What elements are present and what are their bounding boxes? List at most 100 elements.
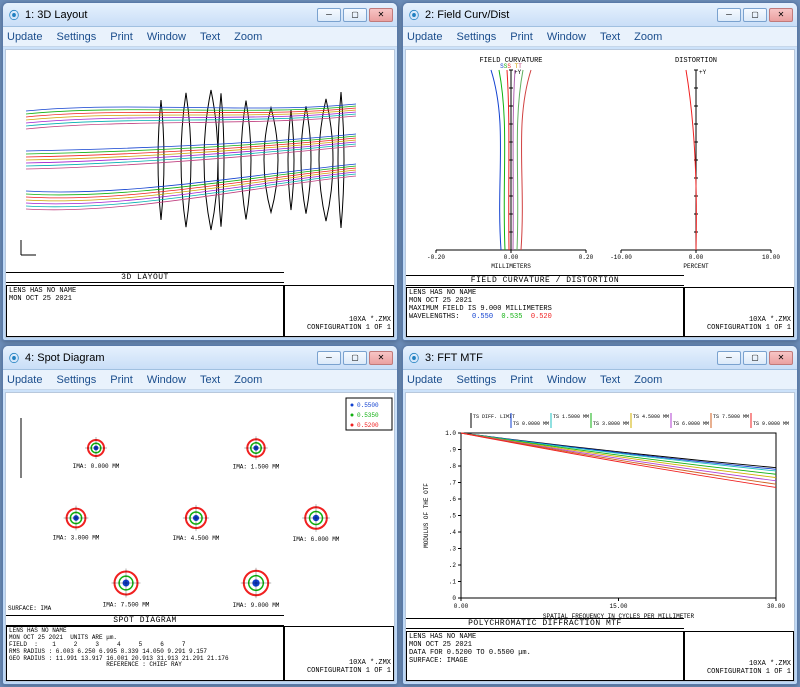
- footer-right: 10XA *.ZMX CONFIGURATION 1 OF 1: [684, 287, 794, 337]
- maximize-button[interactable]: ▢: [743, 8, 767, 22]
- minimize-button[interactable]: ─: [717, 8, 741, 22]
- window-controls: ─ ▢ ✕: [317, 351, 393, 365]
- menu-window[interactable]: Window: [147, 374, 186, 386]
- menu-text[interactable]: Text: [600, 31, 620, 43]
- close-button[interactable]: ✕: [769, 8, 793, 22]
- menubar: Update Settings Print Window Text Zoom: [403, 370, 797, 390]
- titlebar[interactable]: ⦿ 4: Spot Diagram ─ ▢ ✕: [3, 346, 397, 370]
- window-controls: ─ ▢ ✕: [717, 8, 793, 22]
- plot-3d-layout: 3D LAYOUT LENS HAS NO NAME MON OCT 25 20…: [5, 49, 395, 338]
- window-fft-mtf: ⦿ 3: FFT MTF ─ ▢ ✕ Update Settings Print…: [402, 345, 798, 685]
- menu-window[interactable]: Window: [547, 31, 586, 43]
- menu-update[interactable]: Update: [7, 31, 42, 43]
- window-title: 1: 3D Layout: [25, 9, 313, 21]
- section-title: POLYCHROMATIC DIFFRACTION MTF: [406, 618, 684, 629]
- svg-text:.9: .9: [449, 447, 457, 454]
- maximize-button[interactable]: ▢: [743, 351, 767, 365]
- svg-text:1.0: 1.0: [445, 430, 456, 437]
- menu-text[interactable]: Text: [200, 374, 220, 386]
- svg-text:TS 1.5000 MM: TS 1.5000 MM: [553, 414, 589, 420]
- menu-text[interactable]: Text: [200, 31, 220, 43]
- menubar: Update Settings Print Window Text Zoom: [403, 27, 797, 47]
- svg-text:MODULUS OF THE OTF: MODULUS OF THE OTF: [423, 483, 430, 548]
- window-controls: ─ ▢ ✕: [717, 351, 793, 365]
- footer-right: 10XA *.ZMX CONFIGURATION 1 OF 1: [284, 285, 394, 337]
- svg-text:.8: .8: [449, 463, 457, 470]
- svg-text:IMA: 3.000 MM: IMA: 3.000 MM: [53, 534, 100, 541]
- titlebar[interactable]: ⦿ 1: 3D Layout ─ ▢ ✕: [3, 3, 397, 27]
- menubar: Update Settings Print Window Text Zoom: [3, 370, 397, 390]
- svg-text:0.00: 0.00: [454, 603, 469, 610]
- svg-text:TS 3.8000 MM: TS 3.8000 MM: [593, 421, 629, 427]
- svg-text:TS 0.0000 MM: TS 0.0000 MM: [513, 421, 549, 427]
- svg-text:.4: .4: [449, 529, 457, 536]
- minimize-button[interactable]: ─: [717, 351, 741, 365]
- svg-text:IMA: 1.500 MM: IMA: 1.500 MM: [233, 464, 280, 471]
- svg-text:DISTORTION: DISTORTION: [675, 57, 717, 65]
- menu-print[interactable]: Print: [110, 31, 133, 43]
- surface-label: SURFACE: IMA: [8, 605, 51, 612]
- svg-text:IMA: 0.000 MM: IMA: 0.000 MM: [73, 463, 120, 470]
- plot-mtf: 1.0.9.8.7.6.5.4.3.2.100.0015.0030.00SPAT…: [405, 392, 795, 682]
- svg-text:TS DIFF. LIMIT: TS DIFF. LIMIT: [473, 414, 515, 420]
- svg-text:TS 6.0000 MM: TS 6.0000 MM: [673, 421, 709, 427]
- svg-text:IMA: 4.500 MM: IMA: 4.500 MM: [173, 535, 220, 542]
- app-icon: ⦿: [7, 351, 21, 365]
- menu-print[interactable]: Print: [110, 374, 133, 386]
- svg-text:-0.20: -0.20: [427, 254, 445, 261]
- menu-zoom[interactable]: Zoom: [234, 31, 262, 43]
- titlebar[interactable]: ⦿ 2: Field Curv/Dist ─ ▢ ✕: [403, 3, 797, 27]
- footer-right: 10XA *.ZMX CONFIGURATION 1 OF 1: [284, 626, 394, 681]
- close-button[interactable]: ✕: [369, 8, 393, 22]
- svg-text:+Y: +Y: [699, 69, 707, 76]
- menu-zoom[interactable]: Zoom: [234, 374, 262, 386]
- menu-update[interactable]: Update: [7, 374, 42, 386]
- plot-field-curv-dist: FIELD CURVATUREDISTORTIONSSS TT+Y+Y-0.20…: [405, 49, 795, 338]
- menu-window[interactable]: Window: [147, 31, 186, 43]
- menu-print[interactable]: Print: [510, 31, 533, 43]
- svg-text:MILLIMETERS: MILLIMETERS: [491, 263, 531, 270]
- window-field-curv-dist: ⦿ 2: Field Curv/Dist ─ ▢ ✕ Update Settin…: [402, 2, 798, 341]
- svg-text:.2: .2: [449, 562, 457, 569]
- window-spot-diagram: ⦿ 4: Spot Diagram ─ ▢ ✕ Update Settings …: [2, 345, 398, 685]
- footer-left: LENS HAS NO NAME MON OCT 25 2021 MAXIMUM…: [406, 287, 684, 337]
- minimize-button[interactable]: ─: [317, 351, 341, 365]
- menu-settings[interactable]: Settings: [456, 31, 496, 43]
- titlebar[interactable]: ⦿ 3: FFT MTF ─ ▢ ✕: [403, 346, 797, 370]
- window-controls: ─ ▢ ✕: [317, 8, 393, 22]
- minimize-button[interactable]: ─: [317, 8, 341, 22]
- svg-text:.6: .6: [449, 496, 457, 503]
- svg-text:PERCENT: PERCENT: [683, 263, 709, 270]
- svg-text:IMA: 6.000 MM: IMA: 6.000 MM: [293, 536, 340, 543]
- menu-update[interactable]: Update: [407, 31, 442, 43]
- svg-text:0.5350: 0.5350: [357, 412, 379, 419]
- section-title: FIELD CURVATURE / DISTORTION: [406, 275, 684, 286]
- menu-zoom[interactable]: Zoom: [634, 374, 662, 386]
- menu-settings[interactable]: Settings: [456, 374, 496, 386]
- svg-text:15.00: 15.00: [609, 603, 627, 610]
- window-3d-layout: ⦿ 1: 3D Layout ─ ▢ ✕ Update Settings Pri…: [2, 2, 398, 341]
- close-button[interactable]: ✕: [769, 351, 793, 365]
- svg-text:10.00: 10.00: [762, 254, 780, 261]
- svg-text:IMA: 7.500 MM: IMA: 7.500 MM: [103, 602, 150, 609]
- menubar: Update Settings Print Window Text Zoom: [3, 27, 397, 47]
- svg-text:0.20: 0.20: [579, 254, 594, 261]
- menu-settings[interactable]: Settings: [56, 374, 96, 386]
- menu-print[interactable]: Print: [510, 374, 533, 386]
- menu-settings[interactable]: Settings: [56, 31, 96, 43]
- maximize-button[interactable]: ▢: [343, 351, 367, 365]
- footer-left: LENS HAS NO NAME MON OCT 25 2021 UNITS A…: [6, 626, 284, 681]
- menu-window[interactable]: Window: [547, 374, 586, 386]
- section-title: 3D LAYOUT: [6, 272, 284, 283]
- menu-update[interactable]: Update: [407, 374, 442, 386]
- close-button[interactable]: ✕: [369, 351, 393, 365]
- svg-text:.3: .3: [449, 546, 457, 553]
- menu-text[interactable]: Text: [600, 374, 620, 386]
- plot-spot-diagram: 0.55000.53500.5200IMA: 0.000 MMIMA: 1.50…: [5, 392, 395, 682]
- svg-text:-10.00: -10.00: [610, 254, 632, 261]
- maximize-button[interactable]: ▢: [343, 8, 367, 22]
- app-icon: ⦿: [407, 8, 421, 22]
- footer-left: LENS HAS NO NAME MON OCT 25 2021: [6, 285, 284, 337]
- svg-text:0.5500: 0.5500: [357, 402, 379, 409]
- menu-zoom[interactable]: Zoom: [634, 31, 662, 43]
